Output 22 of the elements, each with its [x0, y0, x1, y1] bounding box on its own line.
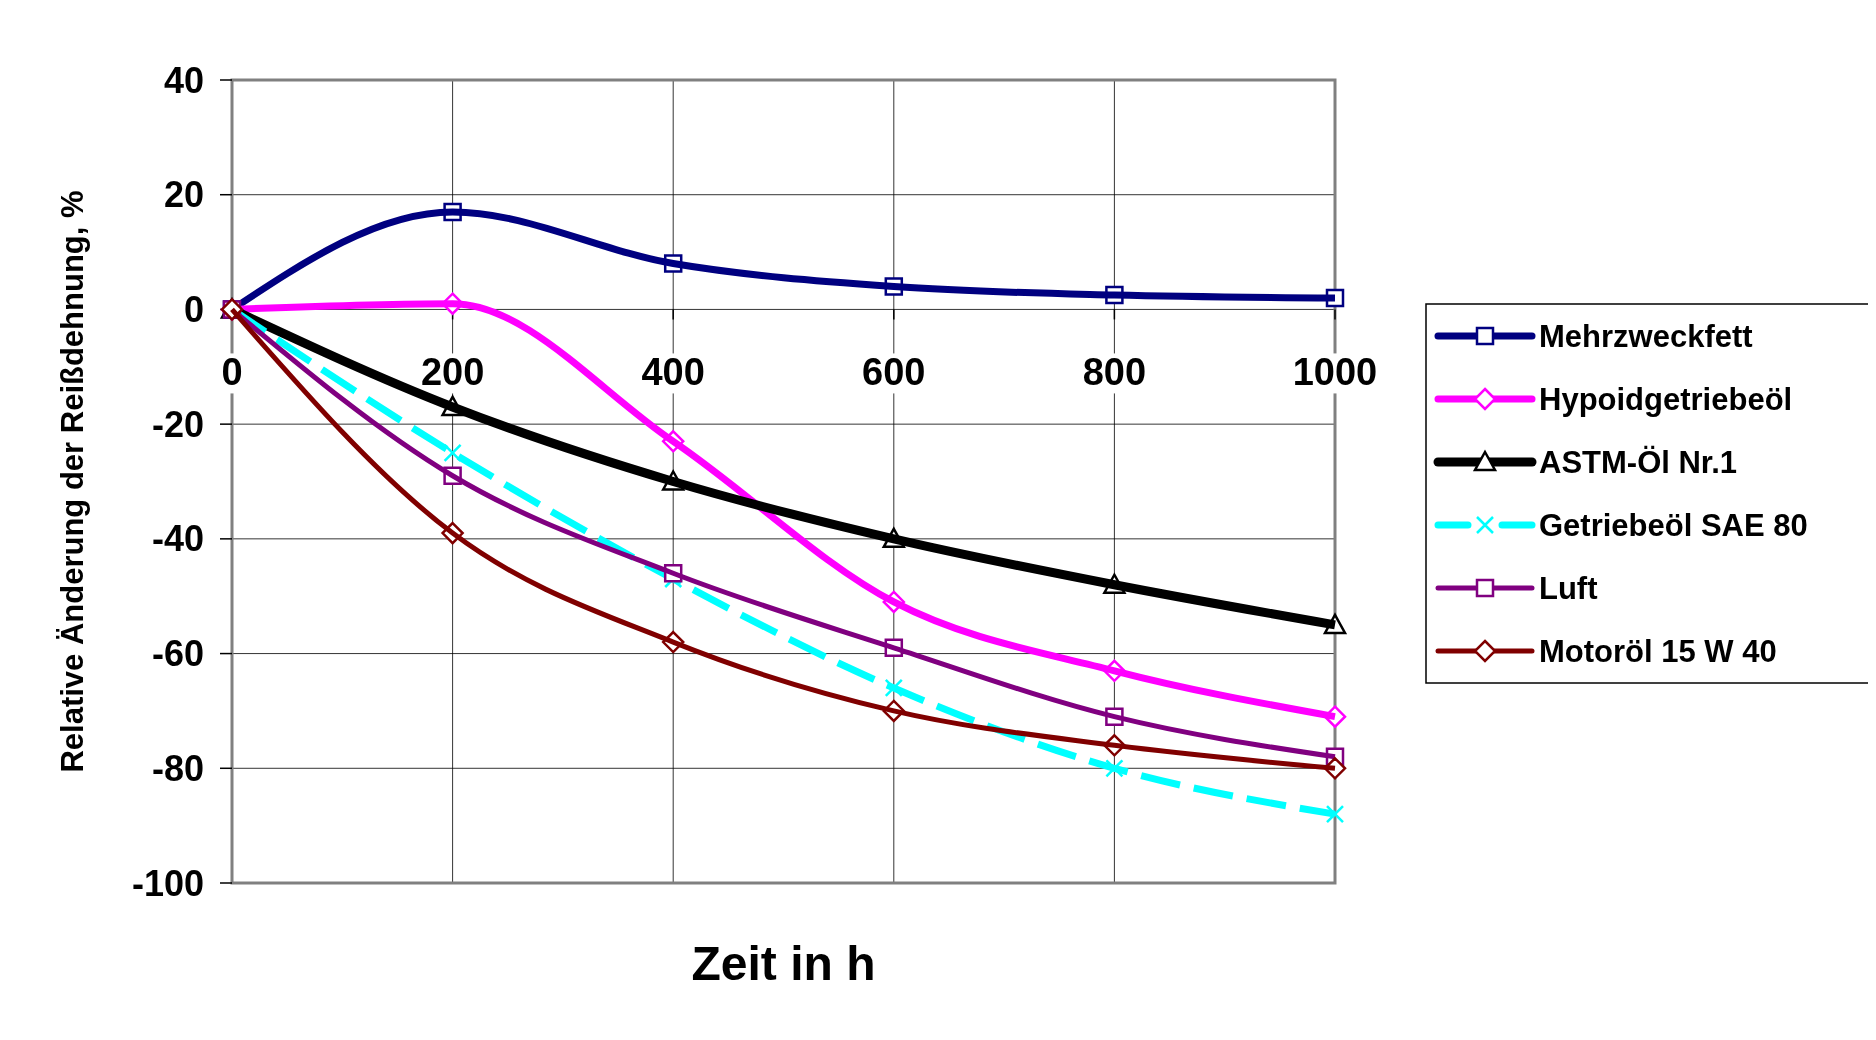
y-tick-label: 20 [163, 174, 204, 216]
x-tick-label: 200 [420, 351, 485, 394]
y-tick-label: -20 [151, 403, 204, 445]
x-axis-title: Zeit in h [691, 937, 876, 990]
y-axis-title: Relative Änderung der Reißdehnung, % [55, 190, 90, 773]
y-tick-label: -80 [151, 747, 204, 789]
legend-label: Luft [1539, 570, 1598, 606]
y-tick-label: 0 [183, 289, 204, 331]
x-tick-label: 800 [1082, 351, 1147, 394]
legend-label: ASTM-Öl Nr.1 [1539, 444, 1738, 480]
x-tick-label: 600 [862, 351, 926, 394]
legend-label: Getriebeöl SAE 80 [1539, 507, 1808, 543]
legend-label: Mehrzweckfett [1539, 318, 1753, 354]
legend-label: Hypoidgetriebeöl [1539, 381, 1793, 417]
x-tick-label: 400 [641, 351, 705, 394]
y-tick-label: -60 [151, 633, 204, 675]
y-tick-label: -100 [131, 862, 204, 904]
x-tick-label: 0 [221, 351, 243, 394]
y-tick-label: 40 [163, 59, 204, 101]
y-tick-label: -40 [151, 518, 204, 560]
x-tick-label: 1000 [1292, 351, 1378, 394]
legend-label: Motoröl 15 W 40 [1539, 633, 1777, 669]
